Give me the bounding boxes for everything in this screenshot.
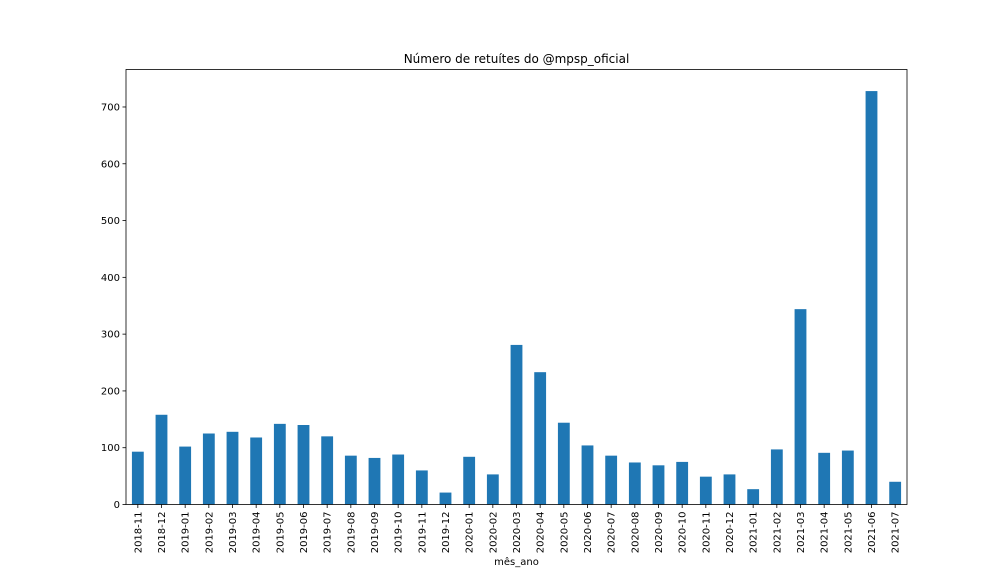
x-tick-label: 2019-08	[346, 512, 357, 554]
x-tick-label: 2019-05	[275, 512, 286, 554]
x-tick-label: 2021-06	[867, 512, 878, 554]
bar-2020-03	[510, 344, 523, 505]
bar-2019-01	[179, 446, 192, 505]
bar-2019-09	[368, 457, 381, 505]
x-tick-label: 2021-05	[843, 512, 854, 554]
y-tick-label: 700	[101, 102, 120, 113]
x-tick-label: 2020-06	[583, 512, 594, 554]
bar-2019-11	[415, 470, 428, 505]
x-tick-label: 2019-03	[228, 512, 239, 554]
x-axis: 2018-11 2018-12 2019-01 2019-02 2019-03 2019-…	[133, 504, 902, 554]
x-tick-label: 2019-02	[204, 512, 215, 554]
bar-2019-10	[392, 454, 405, 505]
x-tick-label: 2018-12	[157, 512, 168, 554]
bar-2019-03	[226, 431, 239, 505]
bar-2019-05	[273, 423, 286, 505]
y-axis: 0 100 200 300 400 500 600 700	[101, 102, 126, 511]
bar-2019-08	[344, 455, 357, 505]
x-axis-label: mês_ano	[494, 556, 539, 568]
bar-2020-02	[486, 474, 499, 505]
chart-title: Número de retuítes do @mpsp_oficial	[404, 52, 630, 66]
bar-2021-03	[794, 309, 807, 505]
x-tick-label: 2019-01	[181, 512, 192, 554]
bar-2018-11	[131, 451, 144, 505]
x-tick-label: 2021-01	[749, 512, 760, 554]
bar-2020-04	[534, 372, 547, 505]
bar-2020-11	[699, 476, 712, 505]
y-tick-label: 600	[101, 159, 120, 170]
x-tick-label: 2020-12	[725, 512, 736, 554]
x-tick-label: 2020-11	[701, 512, 712, 554]
x-tick-label: 2020-08	[630, 512, 641, 554]
bar-2018-12	[155, 414, 168, 505]
x-tick-label: 2019-09	[370, 512, 381, 554]
x-tick-label: 2018-11	[133, 512, 144, 554]
bar-2021-06	[865, 91, 878, 505]
bars-group	[131, 91, 902, 505]
bar-2020-07	[605, 455, 618, 505]
x-tick-label: 2021-04	[820, 512, 831, 554]
x-tick-label: 2021-02	[772, 512, 783, 554]
x-tick-label: 2020-07	[607, 512, 618, 554]
y-tick-label: 500	[101, 216, 120, 227]
y-tick-label: 0	[114, 500, 120, 511]
bar-2019-07	[321, 436, 334, 505]
bar-2020-12	[723, 474, 736, 505]
bar-2021-02	[770, 449, 783, 505]
x-tick-label: 2020-04	[536, 512, 547, 554]
bar-2021-07	[889, 481, 902, 505]
bar-2021-01	[747, 489, 760, 505]
x-tick-label: 2020-02	[488, 512, 499, 554]
x-tick-label: 2019-06	[299, 512, 310, 554]
bar-2020-01	[463, 456, 476, 505]
plot-frame	[125, 69, 908, 505]
x-tick-label: 2019-04	[252, 512, 263, 554]
y-tick-label: 400	[101, 273, 120, 284]
y-tick-label: 300	[101, 330, 120, 341]
y-tick-label: 100	[101, 443, 120, 454]
x-tick-label: 2019-11	[417, 512, 428, 554]
x-tick-label: 2021-07	[891, 512, 902, 554]
bar-2020-06	[581, 445, 594, 505]
bar-2020-08	[628, 462, 641, 505]
x-tick-label: 2020-05	[559, 512, 570, 554]
x-tick-label: 2020-03	[512, 512, 523, 554]
y-tick-label: 200	[101, 386, 120, 397]
x-tick-label: 2019-10	[394, 512, 405, 554]
bar-2019-02	[202, 433, 215, 505]
x-tick-label: 2020-01	[465, 512, 476, 554]
bar-2020-09	[652, 465, 665, 505]
bar-2019-06	[297, 425, 310, 505]
bar-2021-04	[818, 452, 831, 505]
bar-2019-12	[439, 492, 452, 505]
x-tick-label: 2021-03	[796, 512, 807, 554]
x-tick-label: 2020-09	[654, 512, 665, 554]
bar-2020-10	[676, 461, 689, 505]
bar-2019-04	[250, 437, 263, 505]
x-tick-label: 2019-07	[323, 512, 334, 554]
x-tick-label: 2019-12	[441, 512, 452, 554]
bar-2021-05	[841, 450, 854, 505]
x-tick-label: 2020-10	[678, 512, 689, 554]
bar-2020-05	[557, 422, 570, 505]
